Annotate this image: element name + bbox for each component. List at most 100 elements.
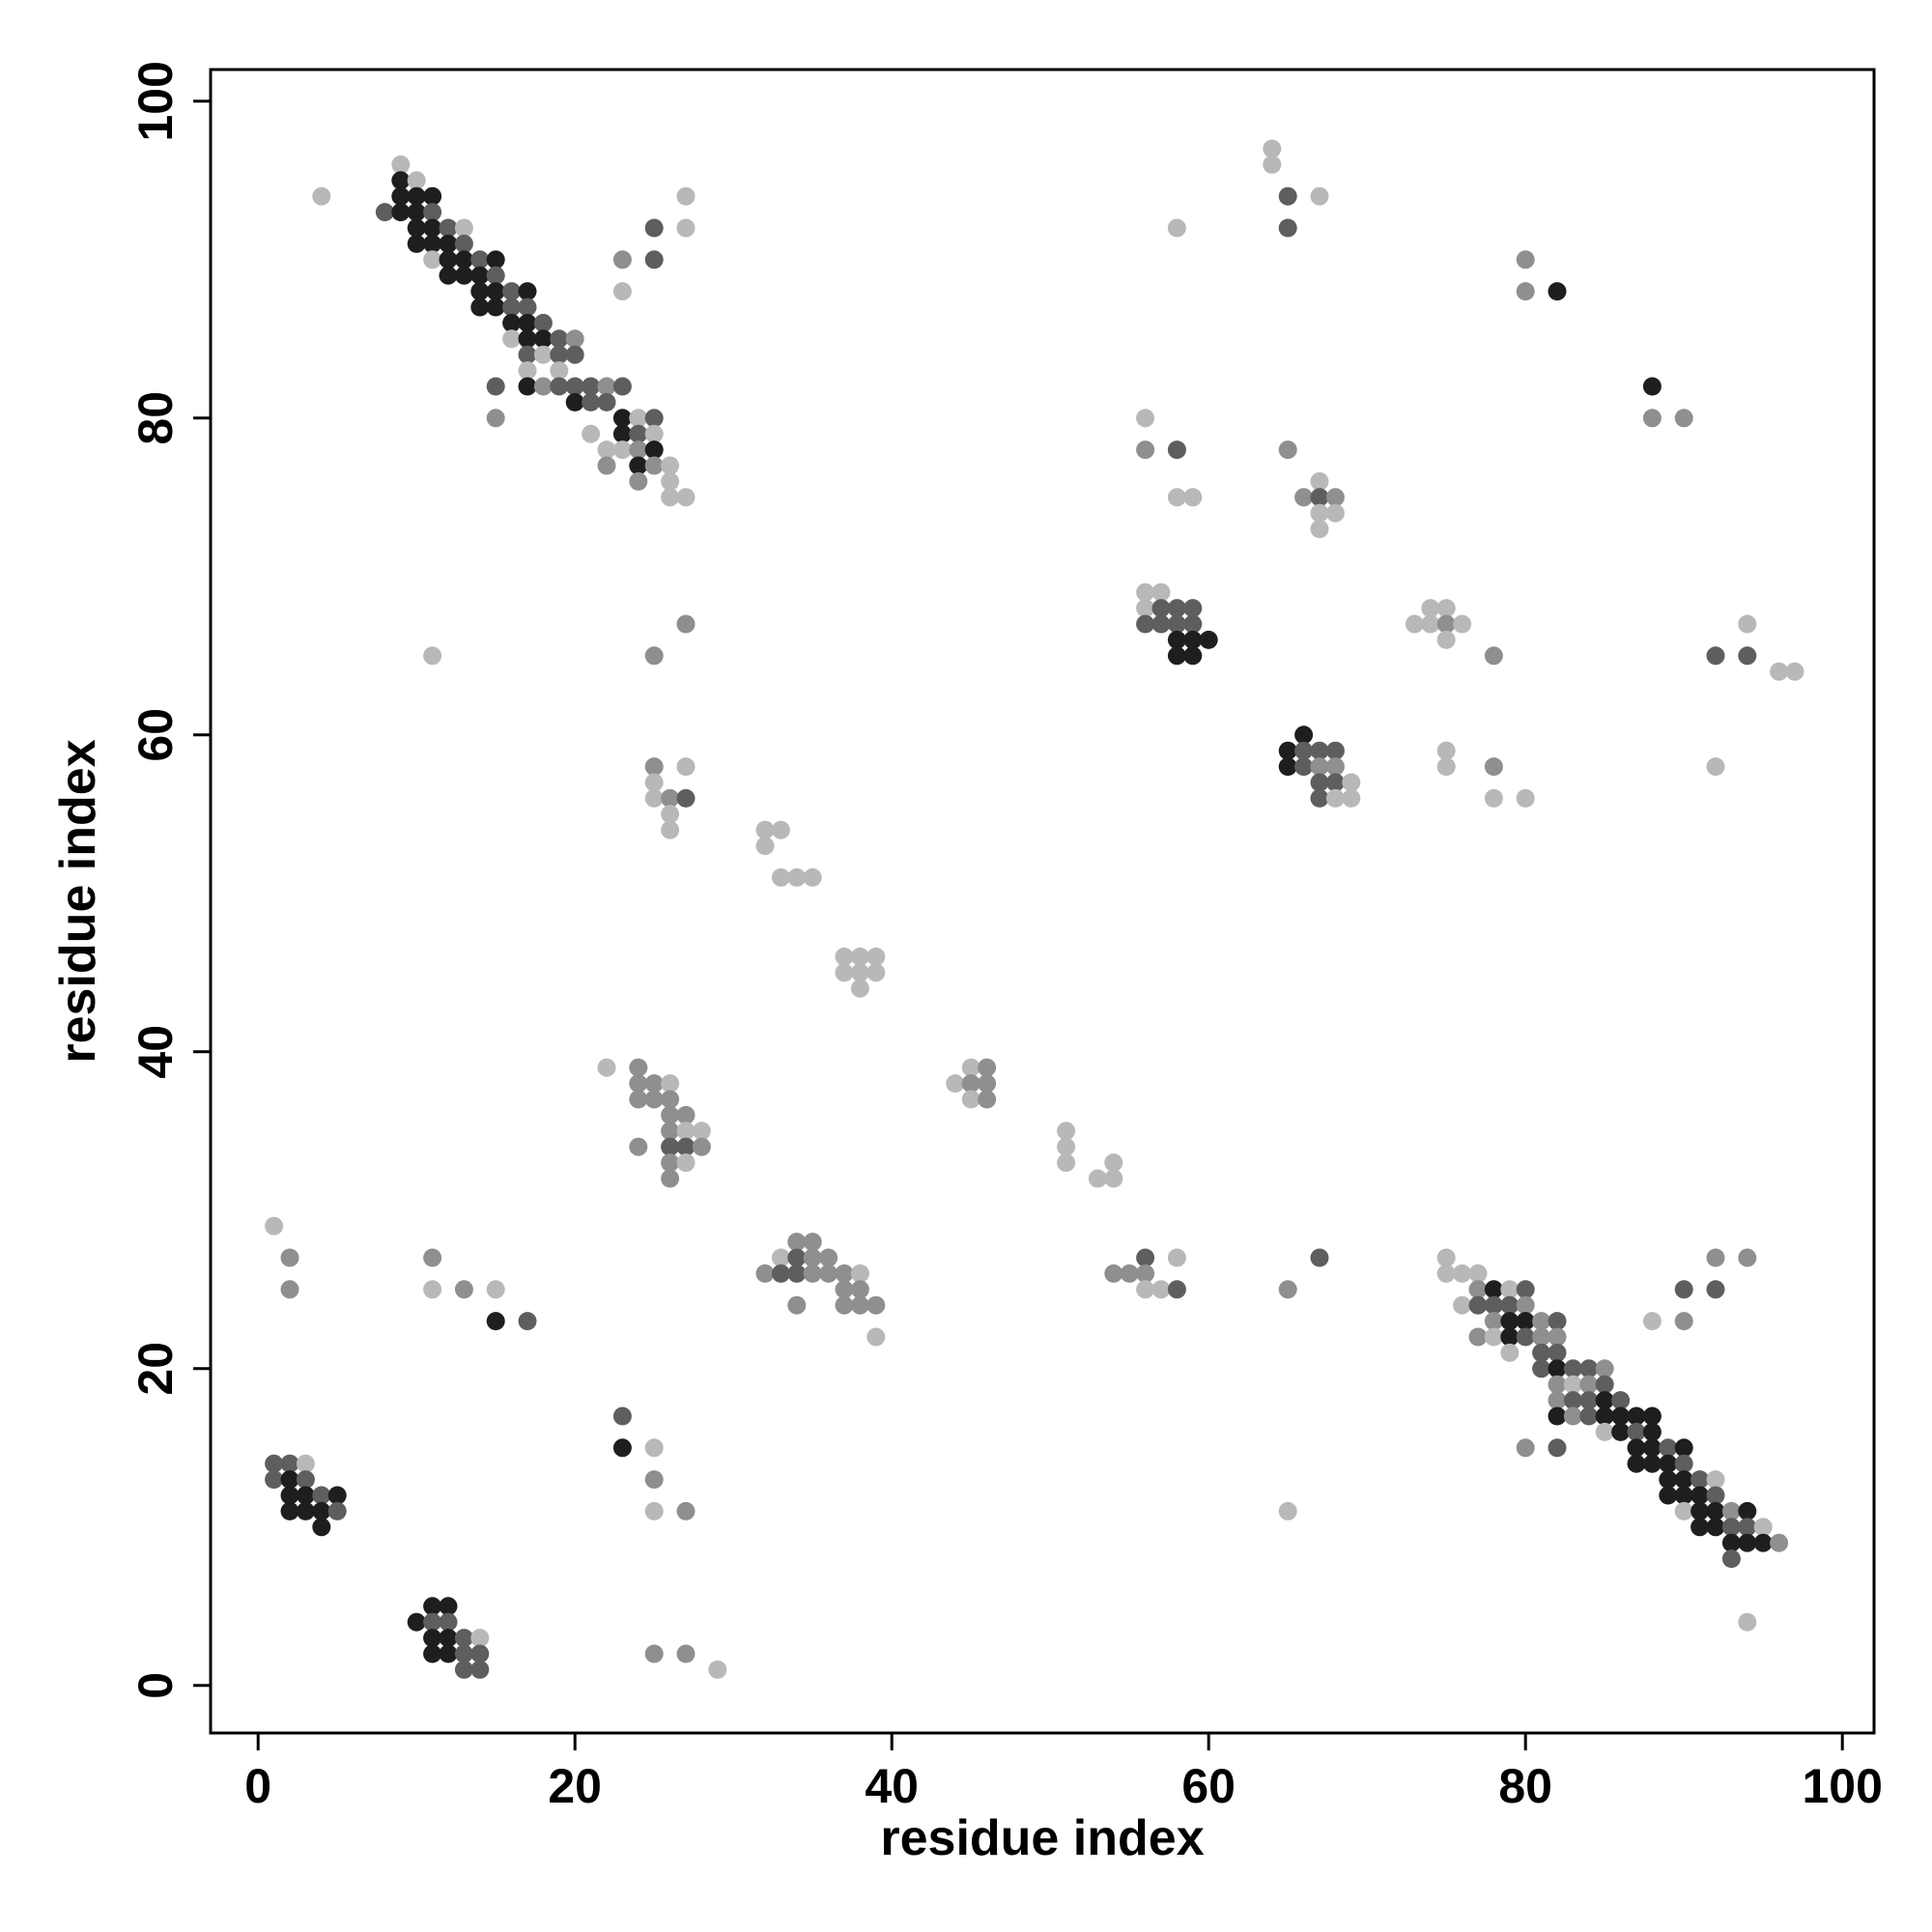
data-point [644,757,664,777]
data-point [1167,614,1186,634]
data-point [644,424,664,443]
data-point [423,250,442,270]
data-point [439,250,458,270]
data-point [439,266,458,285]
data-point [755,1264,775,1283]
data-point [629,456,648,475]
data-point [1136,440,1155,460]
data-point [454,1660,473,1679]
data-point [1167,646,1186,666]
data-point [1167,218,1186,238]
data-point [1167,440,1186,460]
data-point [978,1074,997,1094]
data-point [1706,1248,1725,1267]
data-point [676,1153,696,1173]
data-point [265,1470,284,1490]
data-point [755,820,775,839]
data-point [1659,1454,1678,1473]
data-point [296,1454,315,1473]
data-point [470,250,490,270]
data-point [1183,488,1203,507]
data-point [1579,1406,1599,1426]
data-point [1563,1391,1582,1410]
data-point [629,1137,648,1156]
data-point [1278,440,1297,460]
data-point [787,1233,807,1252]
data-point [1579,1359,1599,1378]
data-point [1738,1518,1757,1537]
data-point [629,424,648,443]
data-point [946,1074,965,1094]
data-point [486,377,505,396]
data-point [1738,1612,1757,1632]
data-point [629,1074,648,1094]
data-point [312,1486,331,1505]
data-point [1548,1375,1567,1394]
data-point [1484,646,1503,666]
data-point [1532,1343,1551,1362]
data-point [1421,599,1440,618]
data-point [518,298,537,317]
data-point [1436,741,1456,760]
data-point [803,867,822,887]
data-point [1611,1406,1631,1426]
data-point [1674,1280,1693,1299]
data-point [470,282,490,301]
data-point [1627,1406,1646,1426]
data-point [518,1312,537,1331]
data-point [1167,1248,1186,1267]
data-point [1563,1359,1582,1378]
data-point [407,1612,426,1632]
data-point [423,218,442,238]
y-tick-label: 80 [128,391,183,445]
data-point [1690,1470,1710,1490]
data-point [661,1137,680,1156]
data-point [1770,662,1789,681]
data-point [1263,155,1282,174]
data-point [1278,218,1297,238]
data-point [1310,488,1329,507]
data-point [1548,1438,1567,1458]
data-point [1057,1153,1076,1173]
data-point [612,409,632,428]
data-point [1199,630,1218,649]
data-point [1088,1169,1107,1188]
data-point [1611,1391,1631,1410]
data-point [676,1122,696,1141]
data-point [423,1248,442,1267]
data-point [1436,614,1456,634]
data-point [550,345,569,364]
data-point [1167,488,1186,507]
data-point [1516,1295,1535,1315]
data-point [1516,1280,1535,1299]
data-point [612,377,632,396]
data-point [1151,614,1171,634]
data-point [1738,1533,1757,1552]
data-point [612,250,632,270]
data-point [423,1612,442,1632]
data-point [644,409,664,428]
data-point [771,1248,790,1267]
data-point [470,298,490,317]
data-point [454,1280,473,1299]
data-point [1753,1533,1773,1552]
data-point [1721,1501,1741,1520]
data-point [1642,1422,1662,1441]
data-point [1151,1280,1171,1299]
data-point [1738,646,1757,666]
data-point [1294,757,1314,777]
data-point [1579,1391,1599,1410]
data-point [486,298,505,317]
data-point [1548,1327,1567,1347]
data-point [978,1058,997,1077]
data-point [296,1501,315,1520]
data-point [1453,1295,1472,1315]
data-point [1310,757,1329,777]
data-point [629,1090,648,1109]
data-point [1436,630,1456,649]
data-point [867,947,886,966]
data-point [1436,1248,1456,1267]
y-tick-label: 40 [128,1025,183,1079]
data-point [454,218,473,238]
